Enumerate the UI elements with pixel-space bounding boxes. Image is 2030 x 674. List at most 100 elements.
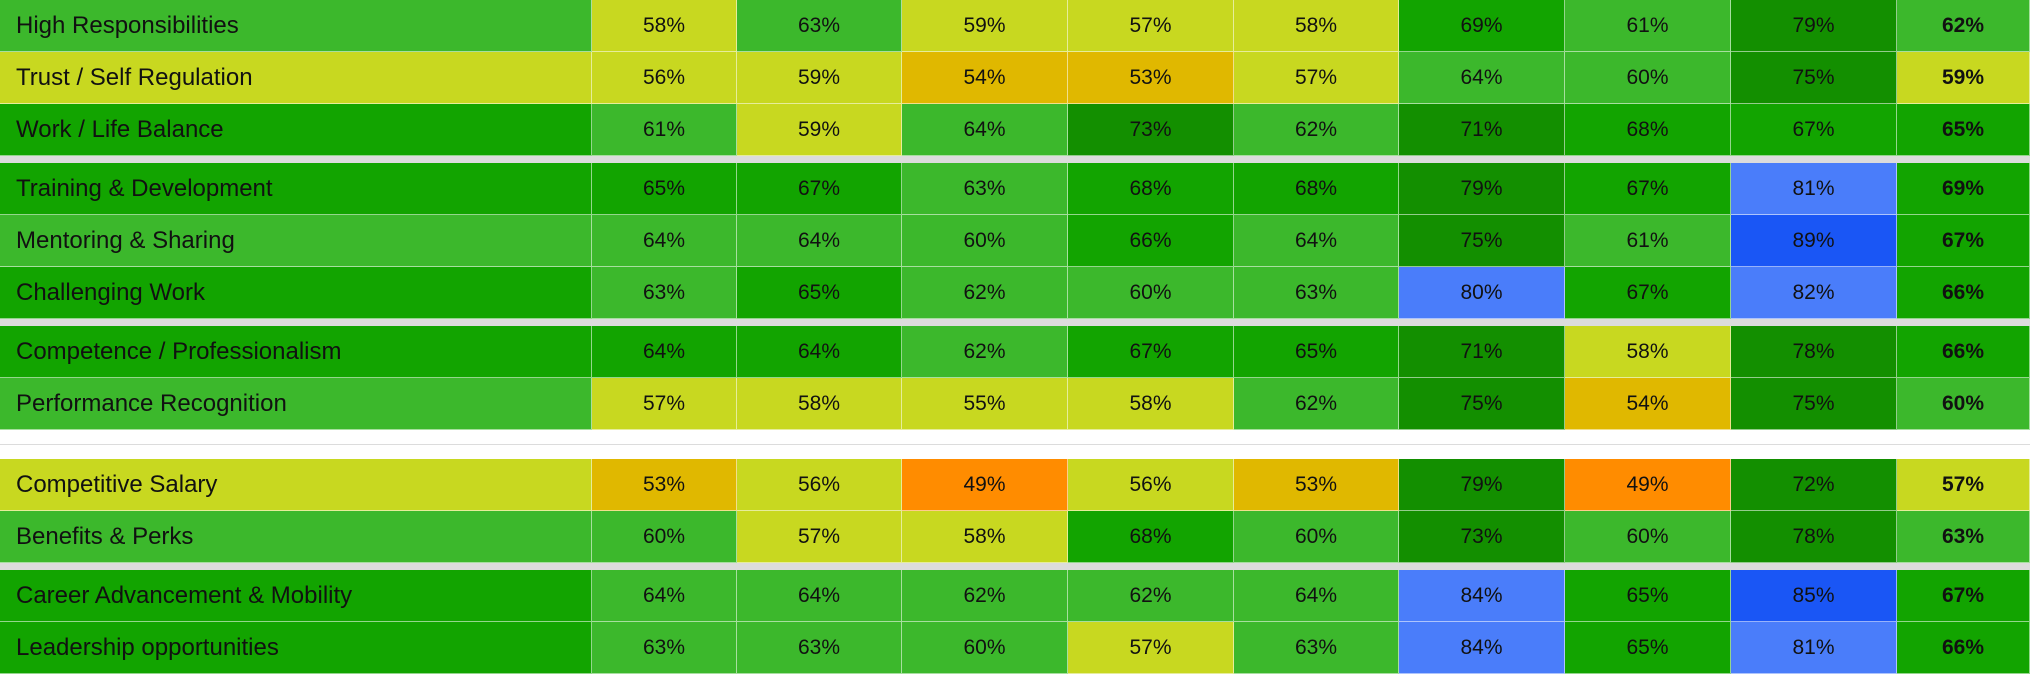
value-cell: 59%: [902, 0, 1068, 52]
row-label: Mentoring & Sharing: [0, 215, 592, 267]
value-cell: 64%: [1234, 215, 1399, 267]
value-cell: 49%: [902, 459, 1068, 511]
value-cell: 60%: [902, 622, 1068, 674]
value-cell: 56%: [737, 459, 902, 511]
value-cell: 75%: [1399, 215, 1565, 267]
value-cell: 59%: [737, 104, 902, 156]
value-cell: 60%: [1897, 378, 2030, 430]
value-cell: 57%: [592, 378, 737, 430]
value-cell: 58%: [737, 378, 902, 430]
value-cell: 71%: [1399, 104, 1565, 156]
value-cell: 79%: [1399, 163, 1565, 215]
value-cell: 54%: [902, 52, 1068, 104]
value-cell: 81%: [1731, 163, 1897, 215]
value-cell: 62%: [1234, 378, 1399, 430]
value-cell: 63%: [737, 0, 902, 52]
row-label: Career Advancement & Mobility: [0, 570, 592, 622]
value-cell: 67%: [1068, 326, 1234, 378]
value-cell: 58%: [1565, 326, 1731, 378]
value-cell: 67%: [1897, 215, 2030, 267]
value-cell: 62%: [902, 267, 1068, 319]
value-cell: 68%: [1234, 163, 1399, 215]
value-cell: 75%: [1731, 378, 1897, 430]
value-cell: 53%: [592, 459, 737, 511]
value-cell: 63%: [1234, 622, 1399, 674]
value-cell: 61%: [592, 104, 737, 156]
value-cell: 65%: [1897, 104, 2030, 156]
value-cell: 64%: [737, 215, 902, 267]
row-label: Challenging Work: [0, 267, 592, 319]
value-cell: 73%: [1399, 511, 1565, 563]
value-cell: 81%: [1731, 622, 1897, 674]
value-cell: 75%: [1731, 52, 1897, 104]
value-cell: 62%: [1897, 0, 2030, 52]
row-label: High Responsibilities: [0, 0, 592, 52]
value-cell: 62%: [1234, 104, 1399, 156]
value-cell: 79%: [1399, 459, 1565, 511]
value-cell: 57%: [1068, 622, 1234, 674]
value-cell: 68%: [1068, 511, 1234, 563]
row-label: Competitive Salary: [0, 459, 592, 511]
value-cell: 66%: [1068, 215, 1234, 267]
value-cell: 61%: [1565, 0, 1731, 52]
value-cell: 60%: [902, 215, 1068, 267]
value-cell: 60%: [592, 511, 737, 563]
value-cell: 58%: [1234, 0, 1399, 52]
value-cell: 62%: [902, 570, 1068, 622]
value-cell: 64%: [592, 326, 737, 378]
value-cell: 78%: [1731, 511, 1897, 563]
value-cell: 80%: [1399, 267, 1565, 319]
value-cell: 67%: [1565, 163, 1731, 215]
value-cell: 60%: [1565, 52, 1731, 104]
group-separator: [0, 319, 2030, 326]
value-cell: 64%: [737, 326, 902, 378]
value-cell: 53%: [1234, 459, 1399, 511]
value-cell: 66%: [1897, 326, 2030, 378]
value-cell: 62%: [1068, 570, 1234, 622]
value-cell: 54%: [1565, 378, 1731, 430]
value-cell: 60%: [1234, 511, 1399, 563]
group-separator: [0, 563, 2030, 570]
value-cell: 63%: [592, 622, 737, 674]
value-cell: 63%: [737, 622, 902, 674]
value-cell: 49%: [1565, 459, 1731, 511]
value-cell: 78%: [1731, 326, 1897, 378]
value-cell: 66%: [1897, 267, 2030, 319]
value-cell: 64%: [592, 570, 737, 622]
value-cell: 69%: [1897, 163, 2030, 215]
row-label: Leadership opportunities: [0, 622, 592, 674]
value-cell: 64%: [1399, 52, 1565, 104]
value-cell: 58%: [1068, 378, 1234, 430]
value-cell: 57%: [1897, 459, 2030, 511]
row-label: Competence / Professionalism: [0, 326, 592, 378]
value-cell: 60%: [1068, 267, 1234, 319]
row-label: Benefits & Perks: [0, 511, 592, 563]
value-cell: 67%: [1897, 570, 2030, 622]
value-cell: 67%: [1731, 104, 1897, 156]
value-cell: 89%: [1731, 215, 1897, 267]
value-cell: 64%: [902, 104, 1068, 156]
value-cell: 69%: [1399, 0, 1565, 52]
value-cell: 63%: [592, 267, 737, 319]
value-cell: 84%: [1399, 570, 1565, 622]
row-label: Trust / Self Regulation: [0, 52, 592, 104]
value-cell: 56%: [1068, 459, 1234, 511]
value-cell: 84%: [1399, 622, 1565, 674]
group-separator: [0, 156, 2030, 163]
value-cell: 72%: [1731, 459, 1897, 511]
value-cell: 68%: [1565, 104, 1731, 156]
value-cell: 61%: [1565, 215, 1731, 267]
value-cell: 57%: [737, 511, 902, 563]
value-cell: 55%: [902, 378, 1068, 430]
value-cell: 63%: [1234, 267, 1399, 319]
value-cell: 65%: [1234, 326, 1399, 378]
value-cell: 60%: [1565, 511, 1731, 563]
value-cell: 68%: [1068, 163, 1234, 215]
value-cell: 79%: [1731, 0, 1897, 52]
value-cell: 64%: [1234, 570, 1399, 622]
value-cell: 71%: [1399, 326, 1565, 378]
value-cell: 62%: [902, 326, 1068, 378]
value-cell: 64%: [737, 570, 902, 622]
value-cell: 64%: [592, 215, 737, 267]
